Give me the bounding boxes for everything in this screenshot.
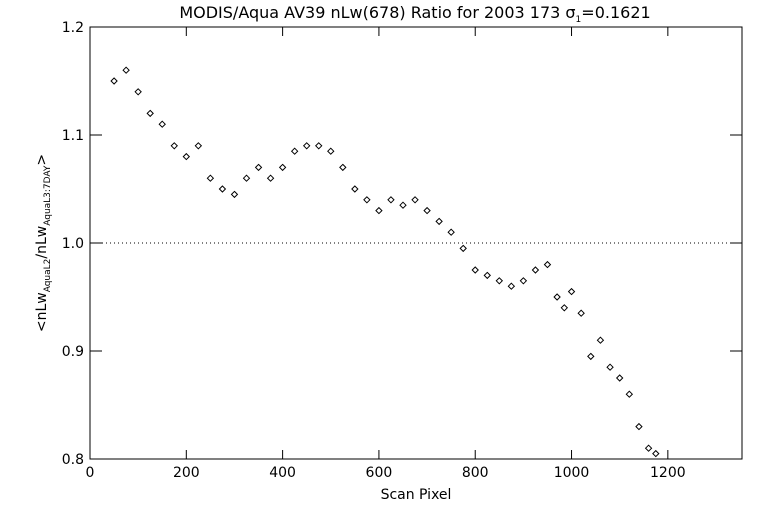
x-tick-label: 1000 — [554, 465, 590, 481]
data-point — [158, 120, 166, 128]
y-tick-label: 1.1 — [62, 128, 84, 144]
data-point — [290, 147, 299, 155]
data-point — [519, 277, 528, 285]
data-point — [302, 142, 311, 150]
x-tick-label: 400 — [269, 465, 296, 481]
data-point — [567, 287, 576, 296]
data-point — [447, 228, 455, 236]
data-points — [110, 66, 660, 458]
data-point — [459, 244, 467, 253]
x-axis-ticks: 0 200 400 600 800 1000 1200 — [86, 27, 686, 481]
data-point — [507, 282, 516, 290]
x-tick-label: 0 — [86, 465, 95, 481]
title-prefix: MODIS/Aqua AV39 nLw(678) Ratio for 2003 … — [179, 3, 565, 22]
title-suffix: =0.1621 — [581, 3, 650, 22]
data-point — [587, 352, 595, 361]
chart-title: MODIS/Aqua AV39 nLw(678) Ratio for 2003 … — [179, 3, 650, 25]
data-point — [327, 147, 335, 155]
data-point — [577, 309, 585, 317]
y-tick-label: 0.8 — [62, 452, 84, 468]
y-tick-label: 1.0 — [62, 236, 84, 252]
data-point — [182, 152, 191, 161]
y-axis-ticks: 0.8 0.9 1.0 1.1 1.2 — [62, 20, 742, 468]
data-point — [218, 185, 227, 193]
data-point — [122, 66, 130, 74]
data-point — [411, 196, 419, 204]
data-point — [615, 374, 624, 382]
data-point — [531, 266, 540, 274]
y-axis-label: <nLwAquaL2/nLwAquaL3:7DAY> — [34, 154, 53, 332]
title-sigma: σ — [565, 3, 575, 22]
data-point — [266, 174, 275, 182]
data-point — [206, 174, 215, 182]
data-point — [399, 201, 407, 209]
plot-frame — [89, 26, 743, 460]
data-point — [471, 266, 479, 274]
data-point — [170, 142, 178, 150]
data-point — [254, 163, 263, 172]
data-point — [278, 163, 287, 172]
data-point — [483, 271, 491, 280]
data-point — [435, 217, 443, 226]
data-point — [423, 206, 431, 215]
data-point — [606, 363, 614, 371]
data-point — [652, 449, 660, 458]
data-point — [625, 390, 634, 398]
data-point — [635, 422, 643, 431]
data-point — [387, 196, 395, 204]
x-axis-label: Scan Pixel — [381, 487, 452, 503]
data-point — [495, 277, 504, 285]
x-tick-label: 600 — [366, 465, 393, 481]
data-point — [146, 109, 154, 118]
data-point — [242, 174, 251, 182]
x-tick-label: 1200 — [650, 465, 686, 481]
x-tick-label: 800 — [462, 465, 489, 481]
data-point — [134, 88, 142, 96]
data-point — [339, 163, 347, 172]
title-sigma-subscript: 1 — [576, 15, 582, 25]
data-point — [560, 304, 569, 312]
x-tick-label: 200 — [173, 465, 200, 481]
data-point — [363, 196, 371, 204]
data-point — [375, 206, 383, 215]
data-point — [230, 190, 239, 199]
data-point — [543, 260, 552, 269]
data-point — [315, 142, 323, 150]
data-point — [596, 336, 605, 344]
y-tick-label: 0.9 — [62, 344, 84, 360]
data-point — [110, 77, 118, 85]
data-point — [644, 444, 653, 452]
y-tick-label: 1.2 — [62, 20, 84, 36]
data-point — [351, 185, 359, 193]
data-point — [194, 142, 203, 150]
data-point — [553, 293, 561, 301]
